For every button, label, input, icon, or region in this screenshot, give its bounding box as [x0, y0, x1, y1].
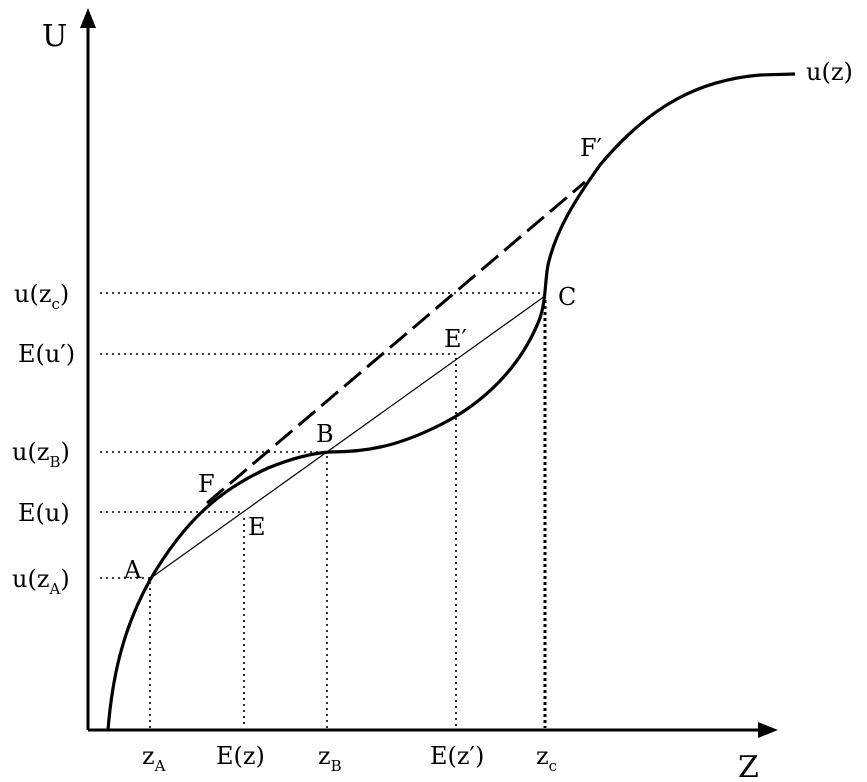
point-e-prime-label: E′ — [444, 325, 467, 353]
y-tick-u-zc: u(zc) — [14, 280, 69, 313]
y-tick-e-u: E(u) — [18, 499, 70, 527]
y-axis-arrowhead — [80, 8, 96, 28]
x-axis-label: Z — [738, 750, 759, 782]
point-e-label: E — [248, 513, 266, 541]
point-f-label: F — [198, 470, 215, 498]
point-c-label: C — [558, 283, 576, 311]
x-tick-z-a: zA — [142, 742, 166, 775]
x-tick-z-b: zB — [318, 742, 342, 775]
y-tick-u-zb: u(zB) — [12, 438, 70, 471]
chord-a-c — [147, 295, 546, 581]
curve-label: u(z) — [806, 58, 853, 86]
y-axis-label: U — [42, 19, 67, 54]
utility-curve — [106, 72, 796, 731]
point-a-label: A — [123, 556, 142, 584]
x-tick-e-z: E(z) — [216, 742, 265, 770]
dashed-chord-f-f-prime — [206, 180, 586, 505]
point-b-label: B — [316, 420, 334, 448]
x-axis-arrowhead — [758, 722, 778, 738]
y-tick-e-u-prime: E(u′) — [18, 340, 75, 368]
point-f-prime-label: F′ — [580, 134, 602, 162]
x-tick-z-c: zc — [536, 742, 557, 775]
x-tick-e-z-prime: E(z′) — [430, 742, 484, 770]
y-tick-u-za: u(zA) — [12, 565, 70, 598]
